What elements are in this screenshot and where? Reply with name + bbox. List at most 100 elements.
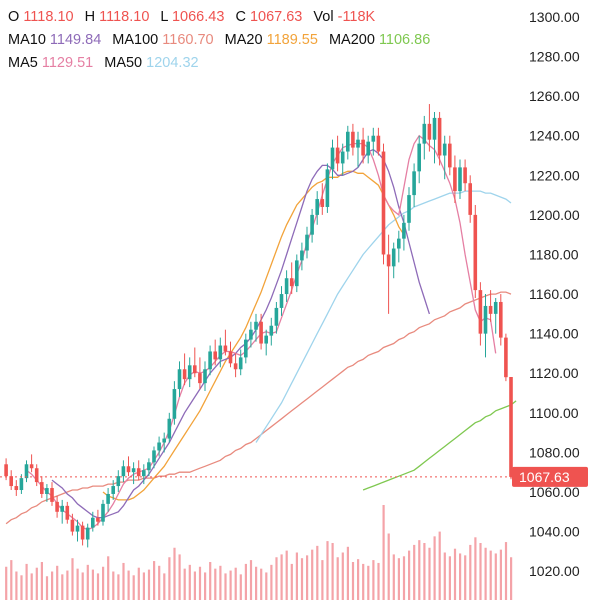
candle-body-up	[238, 357, 243, 370]
candle-body-up	[330, 147, 335, 170]
candle-body-up	[19, 478, 24, 491]
volume-bar	[402, 556, 406, 600]
candle-body-down	[198, 373, 202, 384]
ma100-label: MA100	[112, 32, 159, 48]
volume-bar	[132, 575, 135, 600]
last-price-tag-background	[512, 466, 588, 487]
ma10-value: 1149.84	[49, 32, 102, 48]
ma20-item: MA20 1189.55	[225, 32, 325, 48]
volume-bar	[35, 567, 38, 600]
volume-item: Vol -118K	[313, 9, 382, 25]
volume-bar	[346, 546, 349, 600]
ma100-line	[5, 291, 512, 525]
volume-bar	[239, 574, 242, 600]
volume-bar	[306, 555, 309, 600]
volume-bar	[163, 573, 166, 600]
candle-body-down	[361, 139, 365, 156]
volume-bar	[469, 544, 472, 600]
volume-bar	[40, 562, 43, 600]
candle-body-up	[264, 335, 268, 344]
candle-body-up	[300, 250, 304, 261]
volume-bar	[219, 565, 222, 600]
candle-body-down	[320, 199, 325, 207]
y-tick-label: 1280.00	[529, 49, 580, 65]
volume-bar	[158, 565, 161, 600]
y-tick-label: 1240.00	[529, 128, 580, 144]
candle-body-down	[437, 117, 442, 156]
volume-layer	[5, 505, 513, 600]
volume-bar	[244, 563, 247, 600]
volume-bar	[188, 564, 191, 600]
candle-body-up	[75, 525, 80, 532]
volume-bar	[464, 555, 467, 600]
volume-bar	[510, 557, 513, 600]
candle-body-up	[442, 143, 447, 156]
volume-bar	[275, 557, 278, 600]
y-tick-label: 1100.00	[529, 405, 579, 421]
high-label: H	[84, 9, 96, 25]
ma200-value: 1106.86	[378, 32, 431, 48]
candle-body-down	[504, 337, 508, 378]
y-tick-label: 1140.00	[529, 326, 579, 342]
y-tick-label: 1200.00	[529, 207, 580, 223]
open-value: 1118.10	[23, 9, 74, 25]
volume-bar	[137, 567, 140, 600]
volume-bar	[387, 533, 390, 600]
candle-body-down	[223, 345, 228, 352]
volume-bar	[392, 554, 395, 600]
candle-body-down	[381, 151, 386, 255]
volume-bar	[183, 568, 186, 600]
candle-body-down	[34, 468, 39, 483]
ma10-line	[51, 148, 431, 519]
candle-body-down	[499, 301, 503, 338]
volume-bar	[51, 571, 54, 600]
candle-body-up	[432, 117, 437, 140]
candle-body-down	[488, 305, 493, 314]
candle-body-up	[422, 123, 427, 144]
ma200-label: MA200	[328, 32, 375, 48]
ma10-label: MA10	[8, 32, 46, 48]
volume-bar	[300, 558, 304, 600]
volume-bar	[418, 540, 421, 600]
candle-body-up	[142, 470, 146, 477]
volume-bar	[204, 572, 207, 600]
ma20-label: MA20	[224, 32, 263, 48]
candle-body-down	[233, 363, 238, 370]
volume-bar	[489, 550, 492, 600]
volume-bar	[423, 543, 426, 600]
candle-body-up	[131, 468, 136, 473]
ma10-item: MA10 1149.84	[8, 32, 108, 48]
candle-body-up	[274, 307, 279, 326]
volume-bar	[61, 574, 64, 600]
volume-bar	[316, 545, 319, 600]
candle-body-down	[40, 482, 44, 494]
volume-bar	[229, 570, 232, 600]
candle-body-down	[453, 167, 457, 192]
candle-body-up	[60, 505, 64, 512]
candle-body-down	[478, 290, 483, 334]
candle-body-down	[351, 131, 355, 148]
volume-bar	[30, 573, 33, 600]
ma5-item: MA5 1129.51	[8, 55, 100, 71]
volume-bar	[331, 543, 334, 600]
candle-body-up	[152, 450, 156, 463]
volume-bar	[413, 544, 416, 600]
candle-body-down	[473, 214, 478, 291]
volume-bar	[443, 552, 446, 600]
volume-bar	[351, 562, 355, 600]
volume-bar	[474, 537, 477, 600]
volume-bar	[311, 549, 314, 600]
volume-value: -118K	[337, 9, 376, 25]
volume-bar	[249, 560, 253, 600]
volume-bar	[372, 560, 375, 600]
volume-bar	[10, 560, 13, 600]
candle-body-up	[284, 278, 289, 295]
low-value: 1066.43	[171, 9, 225, 25]
candle-body-down	[228, 351, 233, 364]
last-price-tag-label: 1067.63	[519, 469, 570, 485]
candle-body-up	[167, 418, 172, 439]
high-item: H 1118.10	[85, 9, 157, 25]
candle-body-down	[386, 254, 391, 267]
candle-body-up	[305, 234, 309, 251]
candle-body-up	[218, 345, 223, 360]
